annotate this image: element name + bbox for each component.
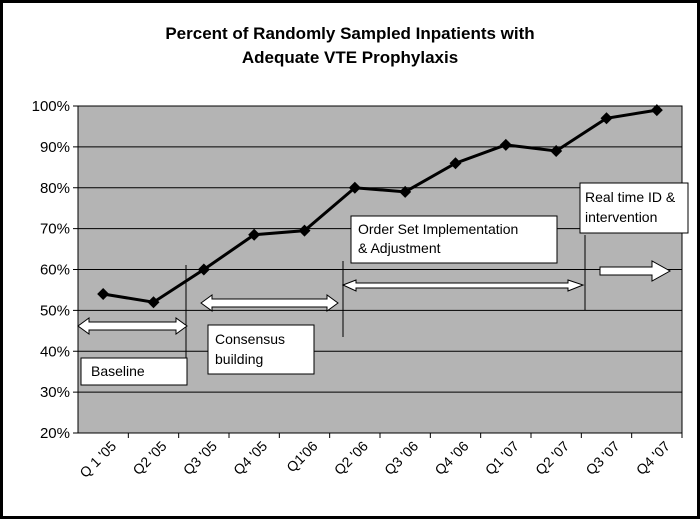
x-tick-label: Q3 '07 bbox=[582, 438, 622, 478]
data-point bbox=[197, 263, 210, 276]
data-point bbox=[97, 288, 110, 301]
order-set-box bbox=[350, 215, 558, 264]
realtime-label-line-1: Real time ID & bbox=[585, 189, 676, 205]
y-tick-label: 50% bbox=[40, 302, 70, 319]
y-tick-label: 30% bbox=[40, 384, 70, 401]
baseline-box bbox=[80, 357, 188, 386]
data-point bbox=[147, 296, 160, 309]
data-point bbox=[650, 104, 663, 117]
x-tick-label: Q1 '07 bbox=[482, 438, 522, 478]
series-group bbox=[97, 104, 663, 309]
data-point bbox=[550, 144, 563, 157]
data-point bbox=[399, 185, 412, 198]
y-axis-ticks: 20% 30% 40% 50% 60% 70% 80% 90% 100% bbox=[32, 98, 78, 442]
x-tick-label: Q1'06 bbox=[283, 438, 321, 476]
realtime-box bbox=[579, 182, 689, 234]
data-point bbox=[298, 224, 311, 237]
order-set-label-line-2: & Adjustment bbox=[358, 240, 441, 256]
order-set-arrow bbox=[341, 279, 585, 292]
y-tick-label: 20% bbox=[40, 425, 70, 442]
y-tick-label: 70% bbox=[40, 221, 70, 238]
y-tick-label: 100% bbox=[32, 98, 70, 115]
data-point bbox=[449, 157, 462, 170]
baseline-label: Baseline bbox=[91, 363, 145, 379]
x-tick-label: Q4 '07 bbox=[633, 438, 673, 478]
data-point bbox=[499, 138, 512, 151]
consensus-label-line-2: building bbox=[215, 351, 263, 367]
consensus-box bbox=[207, 324, 315, 375]
y-tick-label: 90% bbox=[40, 139, 70, 156]
x-tick-label: Q 1 '05 bbox=[76, 438, 119, 481]
chart-frame: Percent of Randomly Sampled Inpatients w… bbox=[3, 3, 697, 516]
x-tick-label: Q4 '06 bbox=[431, 438, 471, 478]
consensus-arrow bbox=[200, 294, 339, 312]
y-tick-label: 40% bbox=[40, 343, 70, 360]
chart: Percent of Randomly Sampled Inpatients w… bbox=[32, 24, 689, 481]
data-point bbox=[248, 228, 261, 241]
y-tick-label: 80% bbox=[40, 180, 70, 197]
consensus-label-line-1: Consensus bbox=[215, 331, 285, 347]
x-tick-label: Q2 '07 bbox=[532, 438, 572, 478]
chart-title-line-1: Percent of Randomly Sampled Inpatients w… bbox=[165, 24, 534, 43]
data-point bbox=[600, 112, 613, 125]
chart-title-line-2: Adequate VTE Prophylaxis bbox=[242, 48, 458, 67]
x-tick-label: Q4 '05 bbox=[230, 438, 270, 478]
x-tick-label: Q3 '06 bbox=[381, 438, 421, 478]
realtime-arrow bbox=[599, 260, 672, 282]
baseline-arrow bbox=[77, 317, 188, 335]
series-line bbox=[102, 108, 658, 304]
x-tick-label: Q2 '06 bbox=[331, 438, 371, 478]
y-tick-label: 60% bbox=[40, 262, 70, 279]
data-point bbox=[348, 181, 361, 194]
realtime-label-line-2: intervention bbox=[585, 209, 657, 225]
order-set-label-line-1: Order Set Implementation bbox=[358, 221, 518, 237]
x-tick-label: Q2 '05 bbox=[129, 438, 169, 478]
x-tick-label: Q3 '05 bbox=[180, 438, 220, 478]
x-axis-ticks: Q 1 '05 Q2 '05 Q3 '05 Q4 '05 Q1'06 Q2 '06 Q3 '… bbox=[76, 433, 683, 481]
